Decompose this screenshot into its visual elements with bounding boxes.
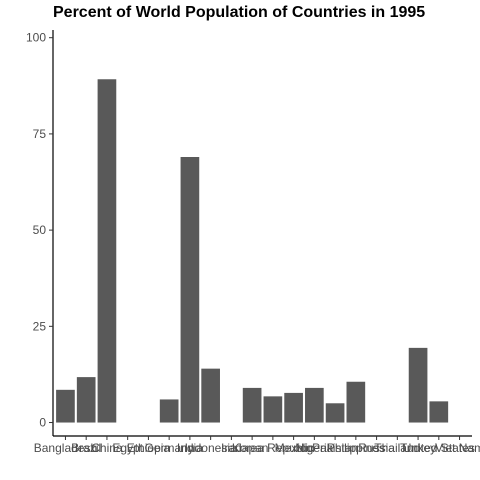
x-tick-label: Iran	[221, 441, 242, 455]
x-tick-label: Egypt	[112, 441, 143, 455]
bar-turkey	[408, 347, 428, 423]
chart-title: Percent of World Population of Countries…	[53, 4, 426, 21]
x-tick-label: India	[177, 441, 203, 455]
x-tick-label: Bangladesh	[34, 441, 97, 455]
y-tick-label: 0	[39, 416, 46, 430]
x-tick-label: Thailand	[374, 441, 420, 455]
bar-korea-republic	[263, 396, 283, 423]
bar-germany	[159, 399, 179, 423]
y-tick-label: 75	[33, 127, 47, 141]
x-tick-label: Viet Nam	[435, 441, 480, 455]
bar-bangladesh	[56, 389, 75, 423]
y-tick-label: 100	[26, 31, 46, 45]
x-tick-label: Turkey	[400, 441, 436, 455]
bar-china	[97, 79, 117, 423]
bar-nigeria	[305, 387, 324, 423]
x-tick-label: Ethiopia	[127, 441, 171, 455]
bar-india	[180, 157, 200, 423]
x-tick-label: United States	[403, 441, 475, 455]
bar-indonesia	[201, 368, 220, 423]
bar-brazil	[76, 377, 96, 423]
bar-japan	[242, 387, 262, 423]
x-tick-label: Indonesia	[185, 441, 237, 455]
bar-united-states	[429, 401, 449, 423]
x-tick-label: Germany	[144, 441, 193, 455]
x-tick-label: Pakistan	[312, 441, 358, 455]
x-tick-label: Mexico	[275, 441, 313, 455]
x-tick-label: Nigeria	[295, 441, 333, 455]
bar-pakistan	[325, 403, 345, 423]
x-tick-label: Japan	[236, 441, 269, 455]
x-tick-label: Korea Republic	[232, 441, 314, 455]
bar-mexico	[284, 392, 303, 423]
x-tick-label: Russia	[358, 441, 395, 455]
y-tick-label: 25	[33, 319, 47, 333]
y-tick-label: 50	[33, 223, 47, 237]
bar-philippines	[346, 381, 366, 423]
x-tick-label: Brazil	[71, 441, 101, 455]
x-tick-label: China	[91, 441, 123, 455]
x-tick-label: Philippines	[327, 441, 385, 455]
